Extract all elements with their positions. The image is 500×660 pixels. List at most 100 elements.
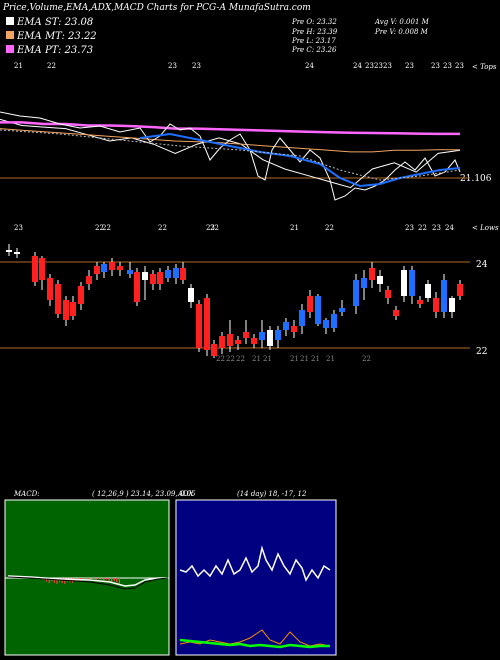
bottom-tick-label: 23 <box>432 224 441 232</box>
ema-line-1 <box>0 128 460 153</box>
candle-body <box>227 334 233 346</box>
gray-tick-label: 22 <box>362 355 371 363</box>
top-tick-label: 23 <box>443 62 452 70</box>
bottom-tick-label: 23 <box>405 224 414 232</box>
macd-line <box>7 575 168 587</box>
top-tick-label: 23 <box>365 62 374 70</box>
ema-line-0 <box>0 118 461 189</box>
candle-gray-labels: 22 22 22 21 21 21 21 21 21 22 <box>0 355 470 367</box>
candle-body <box>449 298 455 312</box>
ema-lines <box>0 111 461 201</box>
candle-body <box>14 252 20 254</box>
gray-tick-label: 21 <box>311 355 320 363</box>
candle-body <box>315 296 321 324</box>
gray-tick-label: 22 <box>236 355 245 363</box>
adx-di-plus-line <box>179 545 331 582</box>
top-tick-label: 21 <box>14 62 23 70</box>
legend-label: EMA PT: 23.73 <box>17 45 94 56</box>
bottom-tick-label: 21 <box>290 224 299 232</box>
candle-body <box>409 270 415 296</box>
candle-body <box>235 340 241 344</box>
bottom-tick-label: 22 <box>210 224 219 232</box>
top-tick-label: 24 <box>305 62 314 70</box>
candles <box>6 244 463 358</box>
candle-body <box>127 270 133 274</box>
top-tick-label: 23 <box>431 62 440 70</box>
gray-tick-label: 21 <box>300 355 309 363</box>
blue-ema-line <box>139 132 461 188</box>
bottom-tick-label: 22 <box>158 224 167 232</box>
gray-tick-label: 22 <box>226 355 235 363</box>
candle-body <box>101 264 107 272</box>
top-tick-label: 23 <box>374 62 383 70</box>
candle-body <box>211 344 217 356</box>
candle-body <box>433 298 439 312</box>
candle-body <box>425 284 431 298</box>
dashed-ema-line <box>0 129 461 181</box>
macd-signal-line <box>7 576 169 590</box>
candle-body <box>417 300 423 304</box>
stat-pre-volume: Pre V: 0.008 M <box>375 28 428 36</box>
adx-params: (14 day) 18, -17, 12 <box>237 490 307 498</box>
legend-label: EMA MT: 23.22 <box>17 31 97 42</box>
candle-body <box>94 266 100 274</box>
candle-body <box>180 268 186 280</box>
candle-body <box>165 270 171 278</box>
bottom-tick-label: 22 <box>95 224 104 232</box>
macd-content <box>5 575 169 590</box>
candle-body <box>117 266 123 270</box>
bottom-tick-label: 23 <box>206 224 215 232</box>
candle-body <box>55 284 61 314</box>
candle-body <box>32 256 38 282</box>
price-line <box>0 111 461 201</box>
candle-body <box>243 332 249 338</box>
bottom-tick-label: 24 <box>445 224 454 232</box>
legend-swatch-icon <box>6 17 14 25</box>
legend-swatch-icon <box>6 31 14 39</box>
candle-body <box>441 280 447 312</box>
bottom-tick-label: 22 <box>418 224 427 232</box>
gray-tick-label: 21 <box>252 355 261 363</box>
gray-tick-label: 21 <box>326 355 335 363</box>
top-tick-label: 24 <box>353 62 362 70</box>
candle-body <box>369 268 375 280</box>
candle-body <box>361 278 367 288</box>
legend-ema-mt: EMA MT: 23.22 <box>6 31 97 42</box>
candle-body <box>251 338 257 344</box>
candle-body <box>134 272 140 302</box>
candle-body <box>267 330 273 346</box>
candle-body <box>70 302 76 316</box>
top-tick-label: 23 <box>168 62 177 70</box>
candle-body <box>86 276 92 284</box>
candle-body <box>157 272 163 284</box>
macd-params: ( 12,26,9 ) 23.14, 23.09, 0.05 <box>92 490 196 498</box>
candle-body <box>39 258 45 280</box>
candle-body <box>283 322 289 330</box>
candle-body <box>299 310 305 326</box>
stat-pre-high: Pre H: 23.39 <box>292 28 338 36</box>
stat-pre-low: Pre L: 23.17 <box>292 37 336 45</box>
adx-panel <box>175 499 337 656</box>
gray-tick-label: 22 <box>216 355 225 363</box>
price-label-lower: 22 <box>476 347 488 357</box>
top-tick-label: 22 <box>47 62 56 70</box>
candle-body <box>188 288 194 302</box>
candle-body <box>275 330 281 340</box>
candle-body <box>142 272 148 280</box>
adx-content <box>179 545 331 649</box>
ref-value-label: 21.106 <box>460 174 492 184</box>
top-tick-label: 23 <box>455 62 464 70</box>
candle-body <box>204 298 210 350</box>
legend-ema-st: EMA ST: 23.08 <box>6 17 93 28</box>
top-date-labels: 21 22 23 23 24 24 23 23 23 23 23 23 23 <box>0 60 470 74</box>
bottom-tick-label: 23 <box>14 224 23 232</box>
macd-title: MACD: <box>14 490 40 498</box>
candle-body <box>457 284 463 296</box>
candle-body <box>109 262 115 270</box>
stat-avg-volume: Avg V: 0.001 M <box>375 18 429 26</box>
legend-label: EMA ST: 23.08 <box>17 17 94 28</box>
candle-body <box>259 332 265 340</box>
candle-body <box>47 278 53 300</box>
candle-body <box>173 268 179 278</box>
